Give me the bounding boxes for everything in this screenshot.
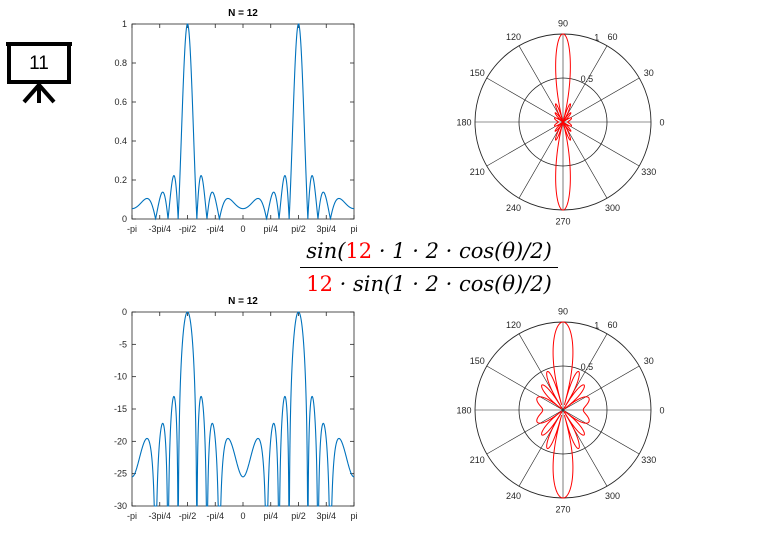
x-tick-label: pi/4 (263, 224, 278, 234)
fraction-bar (300, 267, 558, 268)
radial-label: 1 (594, 32, 599, 42)
y-tick-label: -25 (114, 469, 127, 479)
angle-label: 240 (506, 491, 521, 501)
polar-pattern-series (554, 33, 572, 211)
angle-label: 330 (641, 455, 656, 465)
angle-label: 180 (456, 406, 471, 416)
angle-label: 240 (506, 203, 521, 213)
polar-spoke (562, 45, 608, 123)
x-tick-label: 3pi/4 (316, 224, 336, 234)
angle-label: 300 (605, 203, 620, 213)
x-tick-label: -pi/2 (179, 224, 197, 234)
angle-label: 60 (607, 32, 617, 42)
y-tick-label: -20 (114, 436, 127, 446)
x-tick-label: -pi (127, 224, 137, 234)
y-tick-label: -5 (119, 339, 127, 349)
numerator-n-value: 12 (345, 239, 373, 263)
y-tick-label: 0 (122, 307, 127, 317)
formula-denominator: 12 · sin(1 · 2 · cos(θ)/2) (300, 269, 558, 299)
angle-label: 120 (506, 32, 521, 42)
array-factor-formula: sin(12 · 1 · 2 · cos(θ)/2) 12 · sin(1 · … (300, 236, 558, 299)
y-tick-label: 1 (122, 19, 127, 29)
angle-label: 60 (607, 320, 617, 330)
chart-linear-pattern: N = 12 -pi -3pi/4 -pi/2 -pi/4 0 pi/4 pi/2 3pi/4 p… (114, 8, 357, 234)
denominator-suffix: · sin(1 · 2 · cos(θ)/2) (332, 272, 552, 296)
polar-spoke (562, 121, 608, 199)
x-tick-label: pi (350, 224, 357, 234)
x-tick-label: pi (350, 511, 357, 521)
angle-label: 0 (659, 118, 664, 128)
x-tick-label: 0 (240, 224, 245, 234)
polar-spoke (486, 365, 564, 411)
formula-numerator: sin(12 · 1 · 2 · cos(θ)/2) (300, 236, 558, 266)
polar-spoke (562, 409, 640, 455)
angle-label: 90 (558, 19, 568, 29)
numerator-suffix: · 1 · 2 · cos(θ)/2) (372, 239, 552, 263)
chart-polar-sqrt: 90 120 150 180 210 240 270 300 330 0 30 60 0.5 1 (456, 307, 664, 515)
denominator-n-value: 12 (306, 272, 333, 296)
pattern-series-line (131, 311, 355, 507)
angle-label: 330 (641, 167, 656, 177)
x-tick-label: pi/4 (263, 511, 278, 521)
chart-db-pattern: N = 12 -pi -3pi/4 -pi/2 -pi/4 0 pi/4 pi/2 3pi/4 p… (114, 296, 358, 521)
slide-number: 11 (29, 53, 49, 74)
y-tick-label: 0.6 (114, 97, 127, 107)
polar-spoke (486, 121, 564, 167)
angle-label: 90 (558, 307, 568, 317)
angle-label: 300 (605, 491, 620, 501)
x-tick-label: -pi/4 (206, 224, 224, 234)
chart-polar-linear: 90 120 150 180 210 240 270 300 330 0 30 60 0.5 1 (456, 19, 664, 227)
y-tick-label: -10 (114, 372, 127, 382)
polar-spoke (562, 365, 640, 411)
angle-label: 180 (456, 118, 471, 128)
polar-spoke (562, 77, 640, 123)
x-tick-label: pi/2 (291, 511, 306, 521)
angle-label: 0 (659, 406, 664, 416)
radial-label: 1 (594, 320, 599, 330)
x-tick-label: -pi (127, 511, 137, 521)
angle-label: 30 (644, 356, 654, 366)
angle-label: 210 (470, 167, 485, 177)
x-tick-label: -pi/2 (179, 511, 197, 521)
pattern-series-line (132, 23, 354, 221)
polar-spoke (518, 121, 564, 199)
angle-label: 30 (644, 68, 654, 78)
polar-spoke (518, 45, 564, 123)
angle-label: 210 (470, 455, 485, 465)
chart-title: N = 12 (228, 296, 258, 307)
presentation-board-icon: 11 (6, 42, 72, 104)
x-tick-label: 3pi/4 (316, 511, 336, 521)
polar-spoke (486, 409, 564, 455)
angle-label: 270 (555, 505, 570, 515)
chart-title: N = 12 (228, 8, 258, 19)
radial-label: 0.5 (581, 74, 594, 84)
angle-label: 120 (506, 320, 521, 330)
polar-spoke (562, 121, 640, 167)
x-tick-label: -3pi/4 (148, 511, 171, 521)
y-tick-label: -30 (114, 501, 127, 511)
plot-frame (131, 23, 355, 220)
y-tick-label: 0.4 (114, 136, 127, 146)
angle-label: 270 (555, 217, 570, 227)
x-tick-label: pi/2 (291, 224, 306, 234)
x-tick-label: -pi/4 (206, 511, 224, 521)
radial-label: 0.5 (581, 362, 594, 372)
y-tick-label: -15 (114, 404, 127, 414)
x-tick-label: 0 (240, 511, 245, 521)
numerator-prefix: sin( (306, 239, 346, 263)
polar-pattern-series (536, 321, 590, 499)
polar-spoke (486, 77, 564, 123)
angle-label: 150 (470, 356, 485, 366)
x-tick-label: -3pi/4 (148, 224, 171, 234)
angle-label: 150 (470, 68, 485, 78)
y-tick-label: 0.8 (114, 58, 127, 68)
y-tick-label: 0.2 (114, 175, 127, 185)
y-tick-label: 0 (122, 214, 127, 224)
